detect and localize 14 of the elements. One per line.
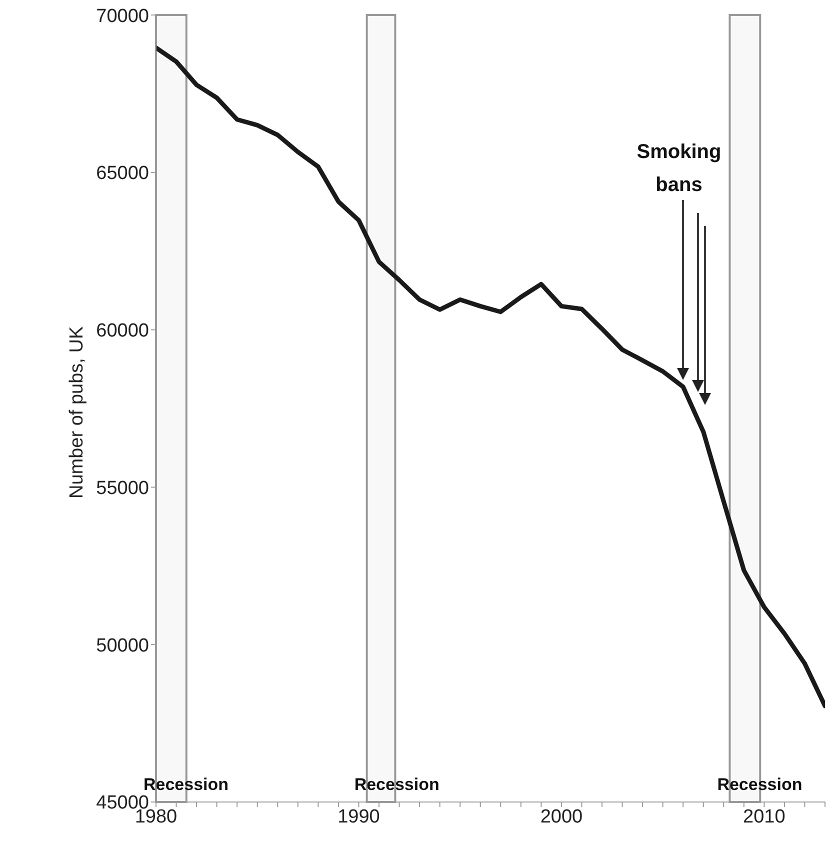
y-tick-label: 65000	[96, 163, 149, 184]
x-tick-label: 2000	[540, 806, 583, 828]
y-tick-label: 70000	[96, 6, 149, 27]
x-tick-label: 2010	[743, 806, 786, 828]
y-axis-title: Number of pubs, UK	[66, 326, 88, 498]
y-tick-label: 55000	[96, 478, 149, 499]
line-series	[156, 45, 825, 708]
y-tick-label: 50000	[96, 635, 149, 656]
annotation: Smoking bans	[636, 141, 722, 196]
band-label: Recession	[354, 775, 440, 794]
band-label: Recession	[717, 775, 802, 794]
y-tick-label: 60000	[96, 320, 149, 342]
band-label: Recession	[143, 775, 229, 794]
x-tick-label: 1990	[338, 806, 380, 828]
